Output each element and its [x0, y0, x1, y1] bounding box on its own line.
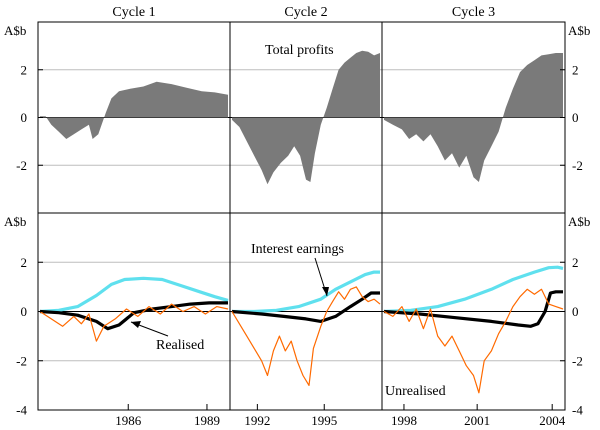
- top-y-tick-label-right: -2: [572, 158, 583, 173]
- annotation-unrealised: Unrealised: [385, 384, 446, 399]
- unrealised-line-cycle-1: [39, 303, 229, 342]
- bottom-y-tick-label-right: -4: [572, 403, 583, 418]
- arrowhead-interest-earnings: [322, 287, 329, 296]
- total-profits-area-cycle-2: [232, 50, 380, 185]
- bottom-y-tick-label-right: 2: [572, 255, 579, 270]
- top-y-tick-label-right: 0: [572, 110, 579, 125]
- bottom-y-tick-label-right: 0: [572, 304, 579, 319]
- unrealised-line-cycle-2: [231, 286, 381, 386]
- x-tick-label-1992: 1992: [244, 413, 270, 428]
- top-y-tick-label-right: 2: [572, 62, 579, 77]
- top-y-tick-label-left: -2: [16, 158, 27, 173]
- annotation-interest-earnings: Interest earnings: [251, 242, 344, 257]
- cycle-label-1: Cycle 1: [112, 5, 155, 20]
- interest-earnings-line-cycle-2: [232, 270, 380, 314]
- top-y-tick-label-left: 2: [21, 62, 28, 77]
- bottom-unit-left: A$b: [4, 214, 26, 229]
- bottom-y-tick-label-right: -2: [572, 353, 583, 368]
- realised-line-cycle-1: [39, 301, 228, 331]
- x-tick-label-1995: 1995: [311, 413, 337, 428]
- arrowhead-realised: [131, 321, 141, 328]
- top-y-tick-label-left: 0: [21, 110, 28, 125]
- interest-earnings-line-cycle-1: [39, 276, 229, 314]
- x-tick-label-1986: 1986: [115, 413, 142, 428]
- bottom-unit-right: A$b: [568, 214, 590, 229]
- annotation-total-profits: Total profits: [265, 43, 334, 58]
- annotation-realised: Realised: [156, 338, 204, 353]
- total-profits-area-cycle-1: [40, 81, 228, 139]
- unrealised-line-cycle-3: [383, 288, 564, 394]
- cycle-label-2: Cycle 2: [284, 5, 327, 20]
- bottom-y-tick-label-left: -4: [16, 403, 27, 418]
- x-tick-label-2001: 2001: [464, 413, 490, 428]
- bottom-y-tick-label-left: 0: [21, 304, 28, 319]
- x-tick-label-1998: 1998: [391, 413, 417, 428]
- cycle-label-3: Cycle 3: [452, 5, 495, 20]
- top-unit-right: A$b: [568, 23, 590, 38]
- realised-line-cycle-3: [383, 290, 563, 328]
- total-profits-area-cycle-3: [384, 53, 563, 182]
- bottom-y-tick-label-left: 2: [21, 255, 28, 270]
- top-unit-left: A$b: [4, 23, 26, 38]
- x-tick-label-2004: 2004: [539, 413, 566, 428]
- bottom-y-tick-label-left: -2: [16, 353, 27, 368]
- interest-earnings-line-cycle-3: [383, 265, 564, 314]
- realised-line-cycle-2: [231, 291, 380, 323]
- x-tick-label-1989: 1989: [194, 413, 220, 428]
